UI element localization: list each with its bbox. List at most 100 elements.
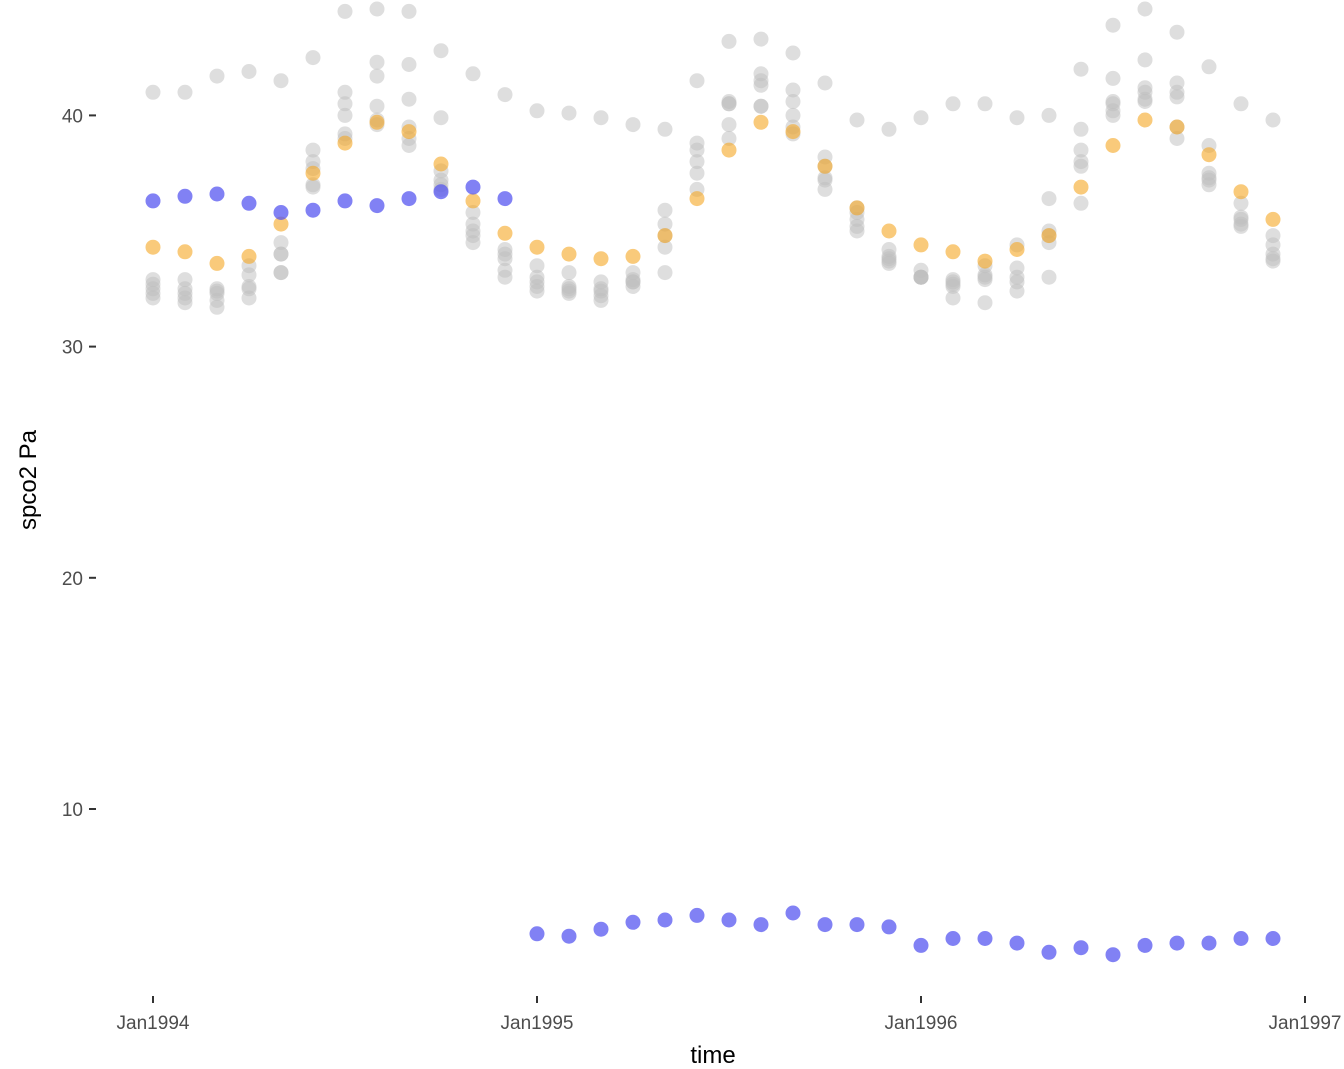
highlight-point-blue [817,917,833,933]
background-point [1105,17,1121,33]
background-point [657,265,673,281]
highlight-points-layer [145,112,1281,963]
x-tick-label: Jan1997 [1269,1013,1342,1034]
highlight-point-orange [945,244,961,260]
background-point [177,84,193,100]
background-point [1169,89,1185,105]
highlight-point-blue [785,905,801,921]
background-point [945,96,961,112]
highlight-point-orange [1041,228,1057,244]
background-point [561,285,577,301]
highlight-point-orange [817,158,833,174]
y-tick-label: 10 [62,800,83,821]
background-point [273,246,289,262]
highlight-point-blue [337,193,353,209]
background-point [497,269,513,285]
highlight-point-blue [849,917,865,933]
background-point [209,299,225,315]
highlight-point-orange [337,135,353,151]
background-point [273,235,289,251]
background-point [689,142,705,158]
background-point [241,290,257,306]
background-point [369,68,385,84]
background-point [1009,283,1025,299]
background-point [753,98,769,114]
highlight-point-blue [913,937,929,953]
highlight-point-blue [529,926,545,942]
background-point [1073,158,1089,174]
background-point [1233,195,1249,211]
background-point [561,265,577,281]
highlight-point-orange [657,228,673,244]
background-point [1041,191,1057,207]
background-point [369,54,385,70]
y-tick-label: 30 [62,338,83,359]
background-point [753,77,769,93]
highlight-point-blue [209,186,225,202]
highlight-point-orange [177,244,193,260]
background-point [1137,52,1153,68]
background-point [337,96,353,112]
x-axis-title: time [690,1042,735,1069]
highlight-point-orange [1265,211,1281,227]
background-point [241,267,257,283]
background-point [721,33,737,49]
highlight-point-blue [273,205,289,220]
highlight-point-orange [593,251,609,267]
background-point [369,98,385,114]
highlight-point-blue [1265,931,1281,946]
background-point [657,216,673,232]
highlight-point-orange [625,248,641,264]
x-tick-label: Jan1995 [501,1013,574,1034]
y-tick-label: 20 [62,569,83,590]
highlight-point-orange [1137,112,1153,128]
background-point [689,73,705,89]
highlight-point-orange [369,114,385,130]
background-point [625,274,641,290]
highlight-point-orange [433,156,449,172]
background-point [465,66,481,82]
background-point [337,107,353,123]
highlight-point-blue [497,191,513,207]
highlight-point-blue [689,907,705,923]
background-point [1265,112,1281,128]
highlight-point-orange [1233,184,1249,200]
background-point [145,290,161,306]
background-point [177,295,193,311]
highlight-point-orange [305,165,321,181]
background-point [977,295,993,311]
highlight-point-blue [657,912,673,928]
highlight-point-blue [977,931,993,946]
highlight-point-orange [689,191,705,207]
background-point [1009,110,1025,126]
highlight-point-blue [721,912,737,928]
background-point [433,110,449,126]
background-point [1105,107,1121,123]
background-point [721,117,737,133]
x-axis: Jan1994 Jan1995 Jan1996 Jan1997 [117,996,1342,1034]
background-point [1233,96,1249,112]
highlight-point-blue [177,188,193,204]
highlight-point-blue [401,191,417,207]
background-point [657,121,673,137]
background-point [401,91,417,107]
background-point [977,272,993,288]
background-point [1137,94,1153,109]
background-point [817,181,833,197]
highlight-point-orange [145,239,161,255]
background-point [1265,253,1281,269]
background-point [401,138,417,153]
highlight-point-orange [497,225,513,241]
background-point [593,292,609,308]
background-point [785,94,801,109]
background-point [689,154,705,170]
background-point [817,75,833,91]
background-point [1201,177,1217,193]
highlight-point-blue [1041,944,1057,960]
highlight-point-orange [241,248,257,264]
background-point [433,43,449,59]
background-point [497,87,513,103]
highlight-point-blue [753,917,769,933]
highlight-point-blue [1201,935,1217,951]
